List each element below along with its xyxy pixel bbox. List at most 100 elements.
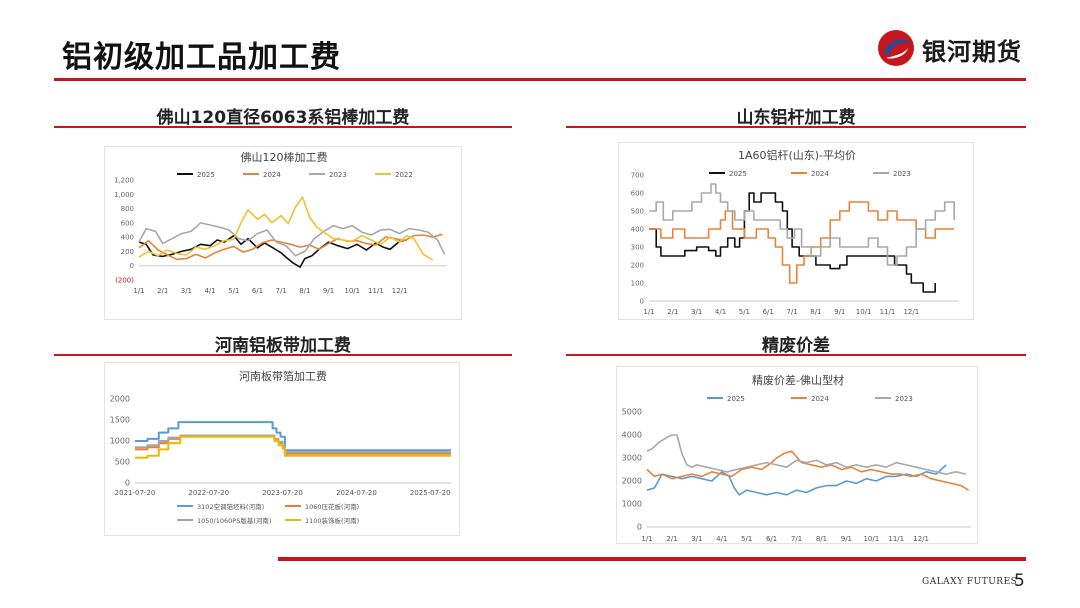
- footer-divider: [278, 557, 1026, 561]
- x-tick-label: 9/1: [841, 535, 852, 543]
- x-tick-label: 5/1: [228, 287, 239, 295]
- series-line-2025: [649, 192, 936, 293]
- y-tick-label: 400: [121, 234, 134, 242]
- x-tick-label: 2025-07-20: [410, 489, 451, 497]
- x-tick-label: 7/1: [786, 308, 797, 316]
- x-tick-label: 2021-07-20: [115, 489, 156, 497]
- y-tick-label: 300: [631, 244, 644, 252]
- legend-label: 2023: [329, 171, 347, 179]
- foshan-line-chart: 佛山120棒加工费 1,200 1,000 800 600 400 200 0 (200) 1/1…: [114, 150, 447, 295]
- legend-label: 2024: [263, 171, 281, 179]
- series-line-1100装饰板(河南): [135, 435, 451, 459]
- series-line-2023: [138, 222, 446, 257]
- legend-label: 2024: [811, 170, 829, 178]
- x-tick-label: 10/1: [863, 535, 879, 543]
- x-tick-label: 7/1: [276, 287, 287, 295]
- company-logo: 银河期货: [876, 28, 1036, 68]
- chart-panel-scrap: 精废价差-佛山型材 5000 4000 3000 2000 1000 0 1/1 2/1 3/1 4…: [616, 366, 978, 544]
- chart-title: 精废价差-佛山型材: [752, 373, 844, 387]
- legend-label: 1050/1060PS版基(河南): [197, 516, 271, 525]
- legend-label: 2023: [893, 170, 911, 178]
- slide-title: 铝初级加工品加工费: [62, 40, 341, 75]
- x-tick-label: 2024-07-20: [336, 489, 377, 497]
- y-tick-label: 400: [631, 226, 644, 234]
- y-tick-label: 5000: [622, 408, 642, 417]
- y-tick-label: 100: [631, 280, 644, 288]
- chart-panel-shandong: 1A60铝杆(山东)-平均价 700 600 500 400 300 200 100 0 1/1 2…: [618, 142, 974, 320]
- legend-label: 2022: [395, 171, 413, 179]
- section-title-scrap: 精废价差: [762, 336, 830, 356]
- legend-label: 3102空调箔坯料(河南): [197, 502, 264, 511]
- x-tick-label: 12/1: [903, 308, 919, 316]
- y-tick-label: 0: [125, 479, 130, 488]
- legend-label: 2023: [895, 395, 913, 403]
- x-tick-label: 3/1: [691, 535, 702, 543]
- y-tick-label: 0: [637, 523, 642, 532]
- section-rule-henan: [54, 354, 512, 356]
- chart-title: 1A60铝杆(山东)-平均价: [738, 148, 856, 162]
- y-tick-label: 500: [115, 458, 130, 467]
- x-tick-label: 8/1: [810, 308, 821, 316]
- chart-panel-henan: 河南板带箔加工费 2000 1500 1000 500 0 2021-07-20 2022-0…: [104, 362, 460, 536]
- x-tick-label: 8/1: [816, 535, 827, 543]
- series-line-3102空调箔坯料(河南): [135, 421, 451, 452]
- y-tick-label: 1,200: [114, 177, 134, 185]
- legend-label: 1060压花板(河南): [305, 502, 359, 511]
- x-tick-label: 1/1: [643, 308, 654, 316]
- x-tick-label: 8/1: [299, 287, 310, 295]
- y-tick-label: 2000: [622, 477, 642, 486]
- section-rule-foshan: [54, 126, 512, 128]
- galaxy-logo-icon: [878, 30, 914, 66]
- series-line-2025: [138, 234, 407, 268]
- x-tick-label: 11/1: [368, 287, 384, 295]
- section-title-henan: 河南铝板带加工费: [215, 336, 351, 356]
- legend-label: 2025: [729, 170, 747, 178]
- x-tick-label: 4/1: [204, 287, 215, 295]
- x-tick-label: 1/1: [641, 535, 652, 543]
- y-tick-label: 1,000: [114, 191, 134, 199]
- x-tick-label: 12/1: [913, 535, 929, 543]
- x-tick-label: 3/1: [691, 308, 702, 316]
- legend-label: 2025: [727, 395, 745, 403]
- page-number: 5: [1014, 571, 1025, 591]
- y-tick-label: 3000: [622, 454, 642, 463]
- y-tick-label: 500: [631, 208, 644, 216]
- legend-label: 1100装饰板(河南): [305, 516, 359, 525]
- x-tick-label: 5/1: [739, 308, 750, 316]
- series-line-2023: [646, 434, 967, 475]
- y-tick-label: 1000: [110, 437, 130, 446]
- y-tick-label: 600: [631, 190, 644, 198]
- series-line-2024: [138, 233, 443, 261]
- x-tick-label: 2/1: [667, 308, 678, 316]
- series-line-2024: [649, 201, 955, 284]
- chart-title: 河南板带箔加工费: [239, 369, 327, 383]
- x-tick-label: 2/1: [666, 535, 677, 543]
- series-line-2024: [646, 450, 969, 491]
- x-tick-label: 2/1: [157, 287, 168, 295]
- x-tick-label: 4/1: [715, 308, 726, 316]
- x-tick-label: 9/1: [834, 308, 845, 316]
- x-tick-label: 12/1: [392, 287, 408, 295]
- x-tick-label: 2022-07-20: [188, 489, 229, 497]
- series-line-2025: [646, 464, 947, 496]
- y-tick-label: 0: [640, 298, 644, 306]
- x-tick-label: 11/1: [880, 308, 896, 316]
- footer-brand: GALAXY FUTURES: [922, 577, 1018, 587]
- logo-text: 银河期货: [922, 38, 1022, 66]
- y-tick-label: 200: [631, 262, 644, 270]
- y-tick-label: 600: [121, 219, 134, 227]
- x-tick-label: 1/1: [133, 287, 144, 295]
- y-tick-label: 1500: [110, 416, 130, 425]
- y-tick-label: 2000: [110, 395, 130, 404]
- section-title-foshan: 佛山120直径6063系铝棒加工费: [156, 108, 410, 128]
- y-tick-label: 200: [121, 248, 134, 256]
- chart-title: 佛山120棒加工费: [241, 150, 328, 164]
- legend-label: 2024: [811, 395, 829, 403]
- y-tick-label: 700: [631, 172, 644, 180]
- x-tick-label: 10/1: [856, 308, 872, 316]
- section-title-shandong: 山东铝杆加工费: [736, 108, 856, 128]
- x-tick-label: 3/1: [181, 287, 192, 295]
- x-tick-label: 2023-07-20: [262, 489, 303, 497]
- title-divider: [54, 78, 1026, 81]
